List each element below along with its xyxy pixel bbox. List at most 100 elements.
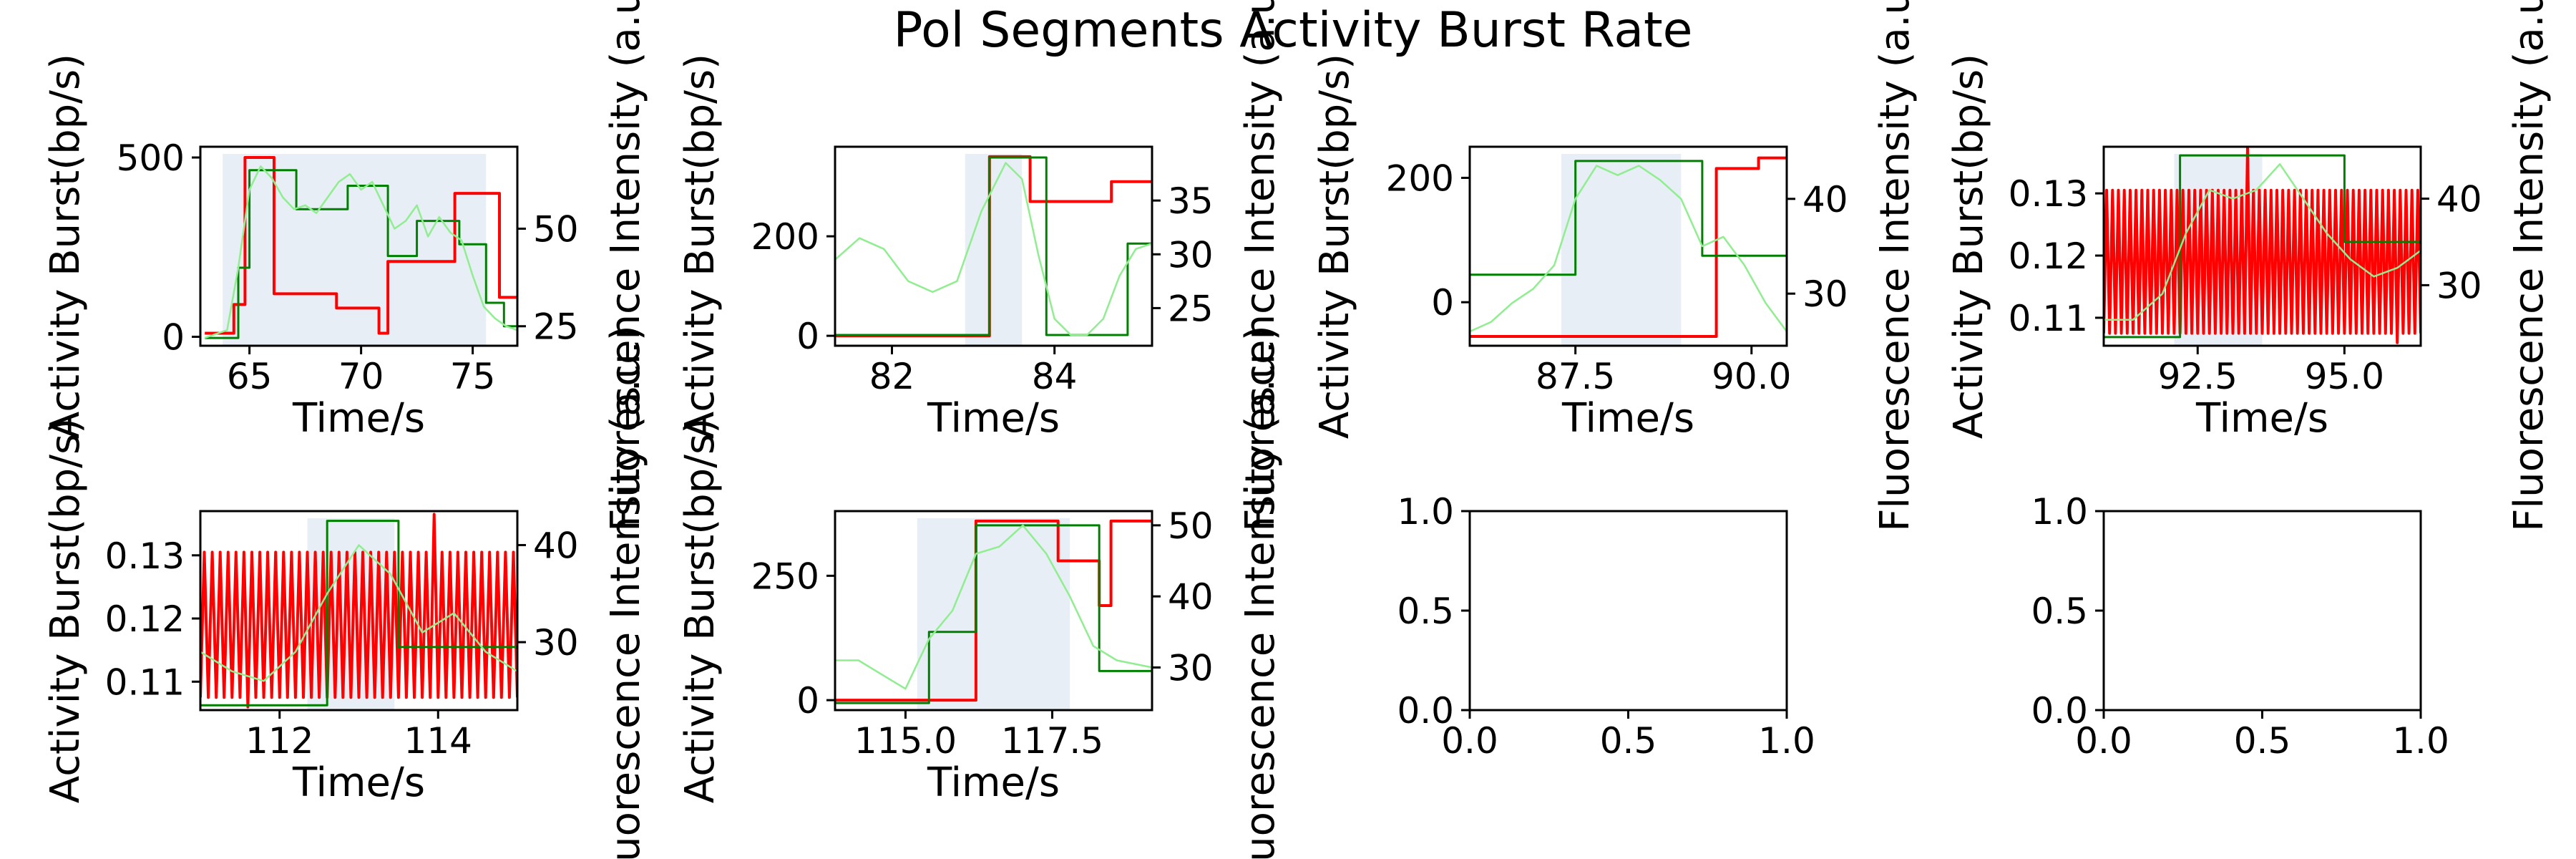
y-tick-label: 200 (751, 216, 819, 258)
x-tick-label: 75 (450, 356, 496, 397)
y2-axis-label: Fluorescence Intensity (a.u.) (1237, 325, 1284, 859)
y2-tick-label: 40 (1802, 179, 1848, 220)
series-fluorescence-step (200, 520, 517, 707)
y2-axis-label: Fluorescence Intensity (a.u.) (602, 325, 649, 859)
y2-tick-label: 30 (2436, 265, 2482, 306)
y2-axis-label: Fluorescence Intensity (a.u.) (2506, 0, 2552, 532)
plot-area (835, 154, 1152, 346)
x-tick-label: 84 (1032, 356, 1078, 397)
y2-axis-label: Fluorescence Intensity (a.u.) (1237, 0, 1284, 532)
y-tick-label: 0 (796, 316, 819, 357)
y-tick-label: 0.0 (2031, 690, 2088, 732)
y-axis-label: Activity Burst(bp/s) (1946, 54, 1992, 439)
y2-tick-label: 30 (1802, 273, 1848, 315)
x-tick-label: 0.5 (2234, 720, 2291, 762)
y-tick-label: 0.5 (1397, 591, 1454, 632)
x-axis-label: Time/s (292, 395, 425, 442)
x-axis-label: Time/s (927, 395, 1060, 442)
y-tick-label: 0.0 (1397, 690, 1454, 732)
y-tick-label: 0.11 (2009, 298, 2088, 339)
x-axis-label: Time/s (2195, 395, 2328, 442)
series-fluorescence-raw (835, 162, 1152, 336)
y-tick-label: 0.11 (105, 661, 185, 703)
x-axis-label: Time/s (292, 759, 425, 806)
series-fluorescence-step (205, 169, 517, 339)
x-tick-label: 92.5 (2158, 356, 2238, 397)
plot-area (835, 518, 1152, 710)
x-tick-label: 1.0 (2392, 720, 2449, 762)
series-activity-burst (2104, 147, 2421, 344)
y2-tick-label: 25 (533, 306, 579, 348)
y-tick-label: 250 (751, 555, 819, 597)
series-activity-burst (1470, 156, 1787, 338)
y-axis-label: Activity Burst(bp/s) (1312, 54, 1358, 439)
highlight-span (1561, 154, 1682, 346)
y-tick-label: 0.13 (105, 535, 185, 577)
series-activity-burst (205, 156, 517, 335)
x-tick-label: 114 (404, 720, 472, 762)
y2-tick-label: 50 (1168, 505, 1214, 547)
subplot-row2-col3: 0.0 0.5 1.0 0.0 0.5 1.0 (1397, 491, 1815, 762)
y-tick-label: 0 (162, 316, 185, 358)
series-fluorescence-raw (200, 544, 517, 682)
y2-tick-label: 50 (533, 208, 579, 250)
x-axis-label: Time/s (927, 759, 1060, 806)
x-tick-label: 112 (245, 720, 313, 762)
subplot-row2-col1: 112 114 0.11 0.12 0.13 30 40 Time/s Activity Bur… (42, 325, 649, 859)
x-tick-label: 95.0 (2305, 356, 2384, 397)
subplot-row1-col4: 92.5 95.0 0.11 0.12 0.13 30 40 Time/s Activity B… (1946, 0, 2552, 532)
axes-frame (834, 510, 1153, 712)
y2-tick-label: 30 (1168, 647, 1214, 689)
plot-area (204, 154, 517, 346)
y2-tick-label: 30 (1168, 234, 1214, 276)
y2-tick-label: 40 (533, 525, 579, 566)
x-tick-label: 0.0 (1441, 720, 1498, 762)
y-tick-label: 200 (1386, 157, 1454, 199)
highlight-span (965, 154, 1023, 346)
y-tick-label: 500 (117, 137, 185, 179)
y-axis-label: Activity Burst(bp/s) (42, 54, 89, 439)
plot-area (1470, 154, 1787, 346)
y-tick-label: 0.12 (105, 598, 185, 640)
x-tick-label: 87.5 (1536, 356, 1615, 397)
y-tick-label: 0.5 (2031, 591, 2088, 632)
subplot-row1-col1: 65 70 75 0 500 25 50 Time/s Activity Burst(bp/s)… (42, 0, 649, 532)
series-fluorescence-step (835, 156, 1152, 336)
subplot-row1-col3: 87.5 90.0 0 200 30 40 Time/s Activity Burst(bp/… (1312, 0, 1918, 532)
subplot-row2-col4: 0.0 0.5 1.0 0.0 0.5 1.0 (2031, 491, 2449, 762)
y-axis-label: Activity Burst(bp/s) (42, 418, 89, 803)
x-tick-label: 65 (227, 356, 273, 397)
x-tick-label: 0.5 (1600, 720, 1657, 762)
x-tick-label: 90.0 (1712, 356, 1791, 397)
series-fluorescence-step (835, 524, 1152, 704)
series-activity-burst (200, 513, 517, 709)
x-tick-label: 115.0 (854, 720, 957, 762)
series-fluorescence-raw (204, 165, 517, 339)
x-tick-label: 117.5 (1001, 720, 1103, 762)
series-fluorescence-raw (835, 524, 1152, 690)
subplot-row2-col2: 115.0 117.5 0 250 30 40 50 Time/s Activity Burst… (677, 325, 1284, 859)
y2-axis-label: Fluorescence Intensity (a.u.) (602, 0, 649, 532)
axes-frame (834, 145, 1153, 347)
y-axis-label: Activity Burst(bp/s) (677, 54, 723, 439)
x-tick-label: 0.0 (2075, 720, 2132, 762)
y2-tick-label: 35 (1168, 180, 1214, 222)
y2-axis-label: Fluorescence Intensity (a.u.) (1872, 0, 1918, 532)
y-tick-label: 0.12 (2009, 236, 2088, 277)
highlight-span (917, 518, 1070, 710)
series-fluorescence-step (1470, 160, 1787, 332)
y2-tick-label: 25 (1168, 288, 1214, 329)
series-fluorescence-raw (2104, 162, 2421, 321)
y-tick-label: 1.0 (2031, 491, 2088, 533)
y2-tick-label: 40 (1168, 576, 1214, 618)
y2-tick-label: 40 (2436, 179, 2482, 220)
x-tick-label: 70 (338, 356, 384, 397)
plot-area (2104, 147, 2421, 346)
axes-frame (1468, 145, 1788, 347)
plot-area (200, 513, 517, 710)
subplot-row1-col2: 82 84 0 200 25 30 35 Time/s Activity Burst(bp/s)… (677, 0, 1284, 532)
axes-frame (199, 145, 519, 347)
